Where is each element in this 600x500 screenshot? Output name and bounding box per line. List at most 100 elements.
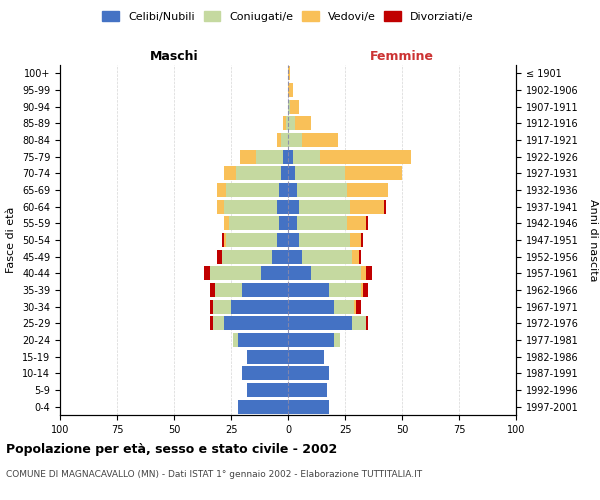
Bar: [242, 366, 288, 380]
Bar: [211, 266, 260, 280]
Bar: [288, 400, 329, 414]
Text: COMUNE DI MAGNACAVALLO (MN) - Dati ISTAT 1° gennaio 2002 - Elaborazione TUTTITAL: COMUNE DI MAGNACAVALLO (MN) - Dati ISTAT…: [6, 470, 422, 479]
Legend: Celibi/Nubili, Coniugati/e, Vedovi/e, Divorziati/e: Celibi/Nubili, Coniugati/e, Vedovi/e, Di…: [99, 8, 477, 25]
Bar: [288, 200, 299, 214]
Bar: [247, 383, 288, 397]
Bar: [222, 250, 272, 264]
Bar: [260, 266, 288, 280]
Bar: [350, 200, 384, 214]
Bar: [215, 283, 242, 297]
Y-axis label: Anni di nascita: Anni di nascita: [588, 198, 598, 281]
Bar: [347, 216, 365, 230]
Bar: [238, 333, 288, 347]
Bar: [356, 300, 361, 314]
Bar: [281, 166, 288, 180]
Bar: [290, 100, 299, 114]
Bar: [224, 216, 229, 230]
Bar: [302, 133, 338, 147]
Bar: [288, 283, 329, 297]
Bar: [288, 350, 325, 364]
Bar: [334, 300, 354, 314]
Bar: [352, 316, 365, 330]
Bar: [365, 266, 373, 280]
Bar: [242, 283, 288, 297]
Bar: [211, 300, 213, 314]
Bar: [288, 100, 290, 114]
Bar: [288, 266, 311, 280]
Y-axis label: Fasce di età: Fasce di età: [7, 207, 16, 273]
Bar: [365, 216, 368, 230]
Bar: [302, 250, 352, 264]
Bar: [288, 233, 299, 247]
Bar: [203, 266, 211, 280]
Bar: [288, 133, 302, 147]
Bar: [359, 250, 361, 264]
Bar: [363, 283, 368, 297]
Bar: [238, 400, 288, 414]
Bar: [288, 333, 334, 347]
Bar: [288, 166, 295, 180]
Bar: [213, 316, 224, 330]
Bar: [277, 233, 288, 247]
Bar: [288, 83, 293, 97]
Bar: [217, 183, 226, 197]
Bar: [288, 366, 329, 380]
Bar: [283, 150, 288, 164]
Bar: [295, 166, 345, 180]
Bar: [297, 216, 347, 230]
Bar: [224, 200, 277, 214]
Bar: [256, 150, 283, 164]
Bar: [288, 250, 302, 264]
Bar: [352, 250, 359, 264]
Bar: [365, 316, 368, 330]
Bar: [311, 266, 361, 280]
Bar: [224, 316, 288, 330]
Bar: [229, 216, 279, 230]
Bar: [361, 266, 365, 280]
Bar: [281, 133, 288, 147]
Bar: [297, 183, 347, 197]
Bar: [288, 383, 327, 397]
Bar: [354, 300, 356, 314]
Bar: [299, 233, 350, 247]
Bar: [233, 333, 238, 347]
Bar: [224, 233, 226, 247]
Bar: [222, 233, 224, 247]
Bar: [217, 250, 222, 264]
Bar: [272, 250, 288, 264]
Bar: [279, 183, 288, 197]
Bar: [240, 150, 256, 164]
Text: Maschi: Maschi: [149, 50, 199, 62]
Bar: [279, 216, 288, 230]
Bar: [277, 200, 288, 214]
Bar: [334, 333, 340, 347]
Bar: [384, 200, 386, 214]
Bar: [347, 183, 388, 197]
Bar: [288, 183, 297, 197]
Bar: [213, 300, 231, 314]
Bar: [320, 150, 411, 164]
Bar: [236, 166, 281, 180]
Bar: [277, 133, 281, 147]
Bar: [288, 316, 352, 330]
Bar: [329, 283, 361, 297]
Bar: [288, 300, 334, 314]
Bar: [211, 316, 213, 330]
Bar: [226, 183, 279, 197]
Bar: [288, 150, 293, 164]
Bar: [361, 233, 363, 247]
Bar: [293, 150, 320, 164]
Text: Femmine: Femmine: [370, 50, 434, 62]
Bar: [283, 116, 286, 130]
Bar: [361, 283, 363, 297]
Text: Popolazione per età, sesso e stato civile - 2002: Popolazione per età, sesso e stato civil…: [6, 442, 337, 456]
Bar: [345, 166, 402, 180]
Bar: [286, 116, 288, 130]
Bar: [224, 166, 236, 180]
Bar: [295, 116, 311, 130]
Bar: [211, 283, 215, 297]
Bar: [231, 300, 288, 314]
Bar: [288, 66, 290, 80]
Bar: [299, 200, 350, 214]
Bar: [288, 116, 295, 130]
